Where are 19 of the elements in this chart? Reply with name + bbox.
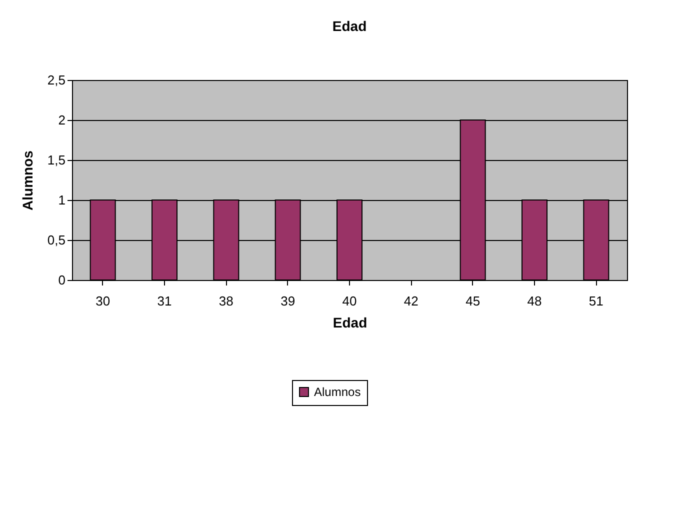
x-tick-label: 51 — [588, 294, 604, 308]
x-axis-title: Edad — [332, 314, 368, 330]
y-tick-label: 1,5 — [47, 152, 66, 168]
x-tick-label: 31 — [157, 294, 172, 308]
chart-title: Edad — [332, 18, 367, 34]
x-tick-label: 39 — [280, 294, 296, 308]
x-tick-label: 30 — [96, 294, 110, 308]
y-axis-title: Alumnos — [19, 150, 36, 210]
x-tick-label: 48 — [527, 294, 542, 308]
y-tick-label: 2 — [58, 112, 66, 128]
x-tick-label: 45 — [466, 294, 480, 308]
y-tick-label: 0 — [58, 272, 66, 288]
x-tick-label: 38 — [218, 294, 234, 308]
x-tick-label: 40 — [342, 294, 357, 308]
x-tick-label: 42 — [404, 294, 418, 308]
y-tick-label: 2,5 — [47, 72, 66, 88]
y-tick-label: 0,5 — [47, 232, 66, 248]
legend-label: Alumnos — [314, 385, 361, 399]
y-tick-label: 1 — [58, 192, 66, 208]
